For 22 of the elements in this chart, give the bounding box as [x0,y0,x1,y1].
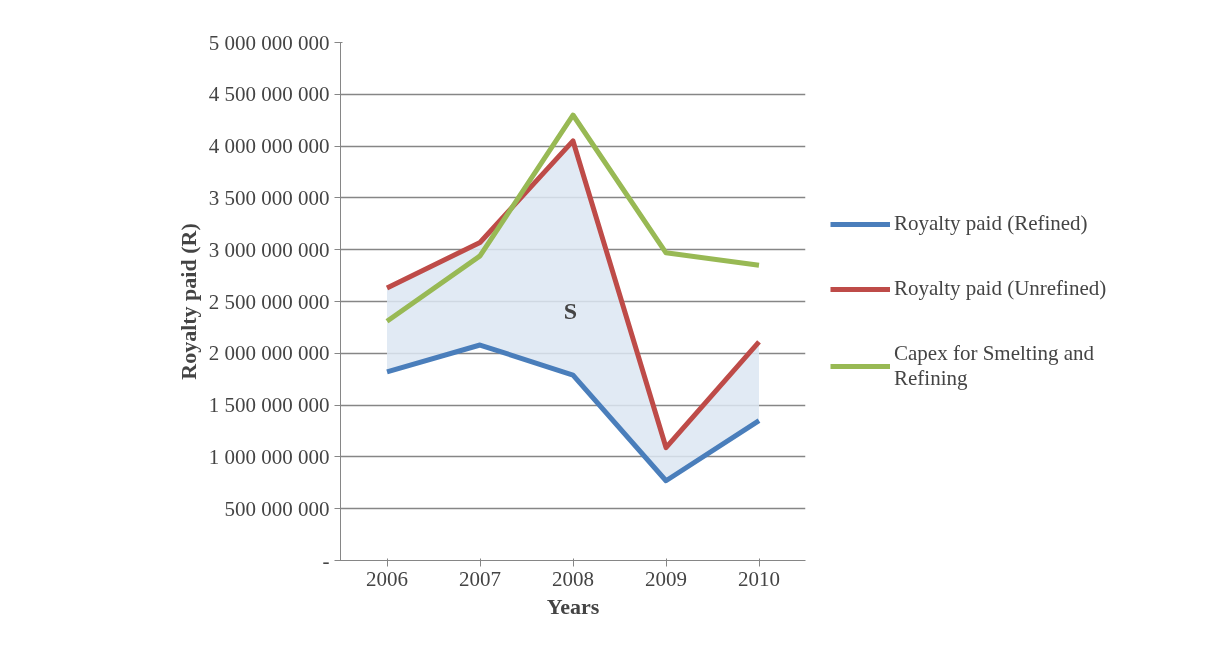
x-tick-label: 2008 [552,566,594,591]
y-tick-label: 4 500 000 000 [208,82,330,107]
y-tick-label: 2 500 000 000 [208,289,330,314]
y-tick-label: 2 000 000 000 [208,341,330,366]
legend-label: Royalty paid (Refined) [894,211,1088,236]
y-tick-label: 1 500 000 000 [208,393,330,418]
y-axis-title: Royalty paid (R) [175,223,201,380]
x-tick-label: 2007 [459,566,501,591]
y-tick-label: 4 000 000 000 [208,134,330,159]
legend-label: Capex for Smelting and Refining [894,341,1095,391]
x-tick-label: 2010 [738,566,780,591]
x-axis-title: Years [546,593,600,619]
legend-label: Royalty paid (Unrefined) [894,276,1107,301]
y-tick-label: 500 000 000 [224,496,330,521]
x-tick-label: 2009 [645,566,687,591]
y-tick-label: 3 000 000 000 [208,237,330,262]
y-tick-label: 5 000 000 000 [208,30,330,55]
y-tick-label: - [322,548,330,573]
x-tick-label: 2006 [366,566,408,591]
y-tick-label: 3 500 000 000 [208,185,330,210]
y-tick-label: 1 000 000 000 [208,444,330,469]
annotation: S [563,297,578,324]
